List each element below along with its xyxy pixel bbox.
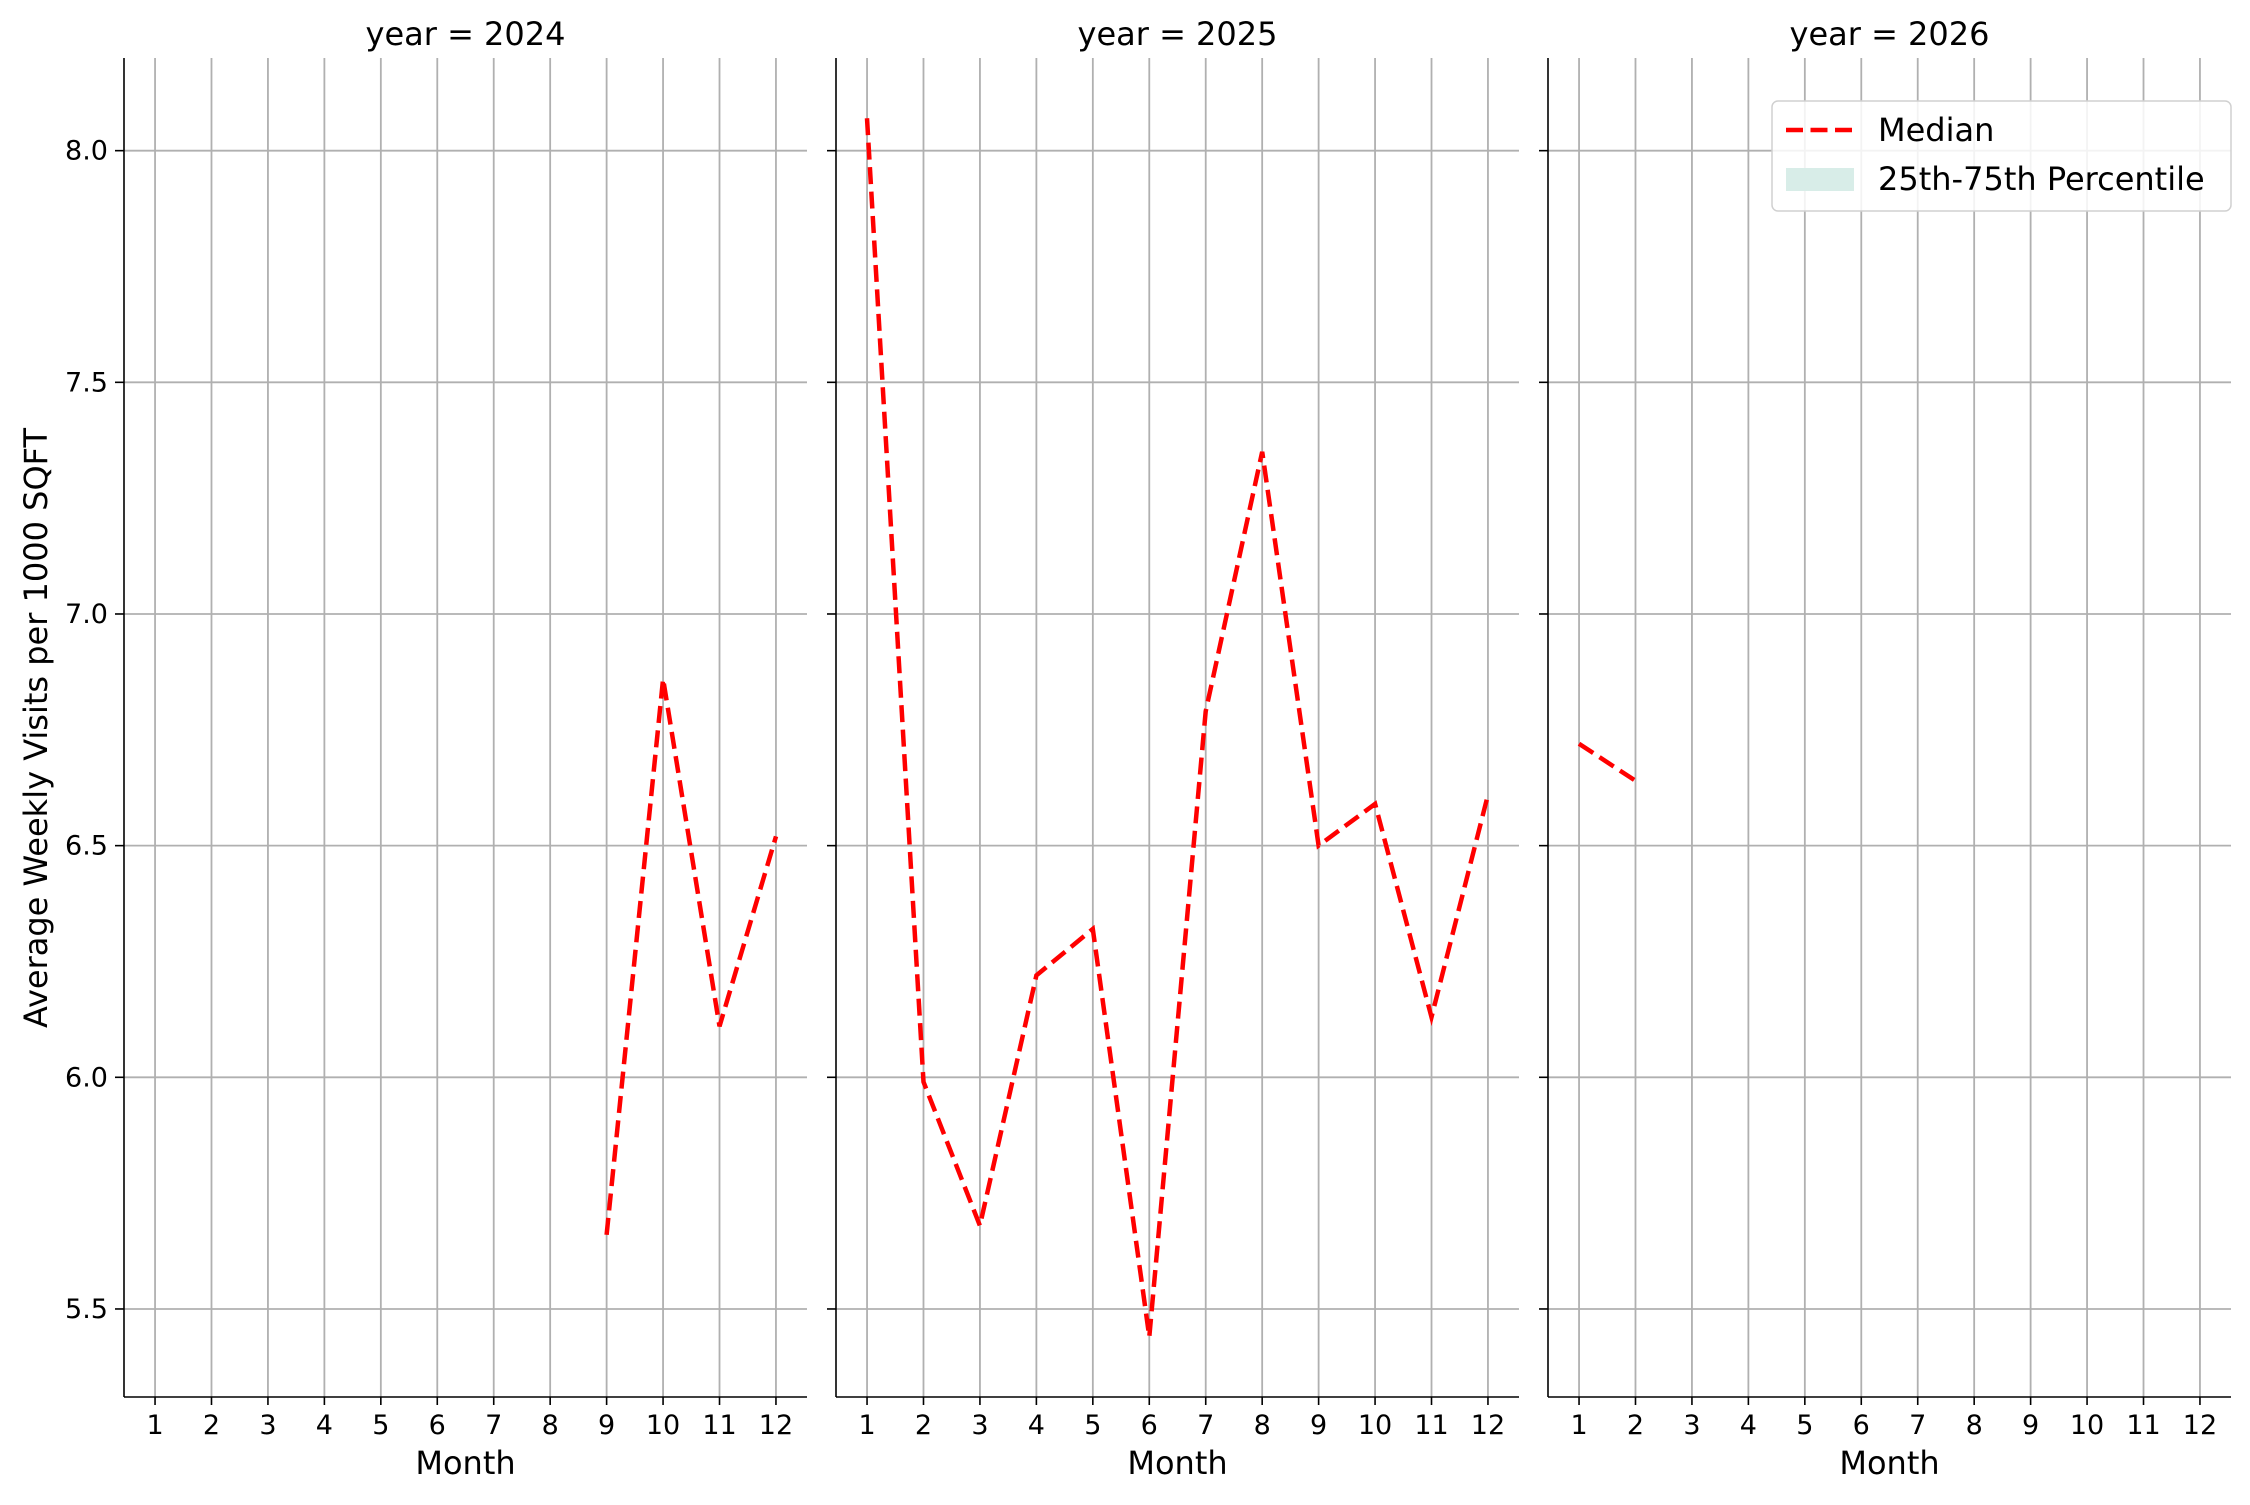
x-tick-label: 8	[1254, 1410, 1271, 1441]
x-tick-label: 10	[2070, 1410, 2104, 1441]
x-tick-label: 4	[316, 1410, 333, 1441]
y-tick-label: 7.5	[65, 367, 108, 398]
y-tick-label: 6.0	[65, 1062, 108, 1093]
x-tick-label: 3	[971, 1410, 988, 1441]
x-tick-label: 2	[915, 1410, 932, 1441]
x-tick-label: 9	[1310, 1410, 1327, 1441]
x-tick-label: 5	[1084, 1410, 1101, 1441]
x-tick-label: 6	[1853, 1410, 1870, 1441]
x-tick-label: 5	[372, 1410, 389, 1441]
y-tick-label: 5.5	[65, 1294, 108, 1325]
x-tick-label: 8	[542, 1410, 559, 1441]
x-axis-title: Month	[415, 1444, 515, 1482]
x-tick-label: 10	[1358, 1410, 1392, 1441]
x-tick-label: 3	[1683, 1410, 1700, 1441]
panel-title: year = 2026	[1790, 15, 1990, 53]
y-axis-title: Average Weekly Visits per 1000 SQFT	[17, 427, 55, 1028]
legend-median-label: Median	[1878, 111, 1994, 149]
y-tick-label: 6.5	[65, 831, 108, 862]
median-line	[604, 678, 779, 1236]
x-tick-label: 2	[1627, 1410, 1644, 1441]
y-tick-label: 7.0	[65, 599, 108, 630]
x-tick-label: 4	[1740, 1410, 1757, 1441]
x-tick-label: 3	[259, 1410, 276, 1441]
x-tick-label: 5	[1796, 1410, 1813, 1441]
median-line	[1577, 741, 1637, 783]
x-tick-label: 12	[759, 1410, 793, 1441]
panel-title: year = 2025	[1078, 15, 1278, 53]
x-axis-title: Month	[1839, 1444, 1939, 1482]
x-tick-label: 10	[646, 1410, 680, 1441]
x-tick-label: 7	[1197, 1410, 1214, 1441]
x-tick-label: 7	[1909, 1410, 1926, 1441]
x-tick-label: 9	[598, 1410, 615, 1441]
x-tick-label: 11	[2126, 1410, 2160, 1441]
x-tick-label: 1	[1570, 1410, 1587, 1441]
legend: Median 25th-75th Percentile	[1771, 100, 2232, 212]
x-tick-label: 4	[1028, 1410, 1045, 1441]
x-axis-title: Month	[1127, 1444, 1227, 1482]
x-tick-label: 11	[1414, 1410, 1448, 1441]
legend-percentile-swatch	[1786, 168, 1854, 191]
y-tick-label: 8.0	[65, 136, 108, 167]
median-line	[864, 118, 1491, 1338]
x-tick-label: 8	[1966, 1410, 1983, 1441]
x-tick-label: 1	[858, 1410, 875, 1441]
x-tick-label: 9	[2022, 1410, 2039, 1441]
x-tick-label: 12	[2183, 1410, 2217, 1441]
x-tick-label: 6	[1141, 1410, 1158, 1441]
x-tick-label: 1	[146, 1410, 163, 1441]
panel-title: year = 2024	[366, 15, 566, 53]
legend-percentile-label: 25th-75th Percentile	[1878, 160, 2205, 198]
x-tick-label: 7	[485, 1410, 502, 1441]
x-tick-label: 12	[1471, 1410, 1505, 1441]
x-tick-label: 6	[429, 1410, 446, 1441]
x-tick-label: 11	[702, 1410, 736, 1441]
legend-frame	[1771, 100, 2232, 212]
x-tick-label: 2	[203, 1410, 220, 1441]
